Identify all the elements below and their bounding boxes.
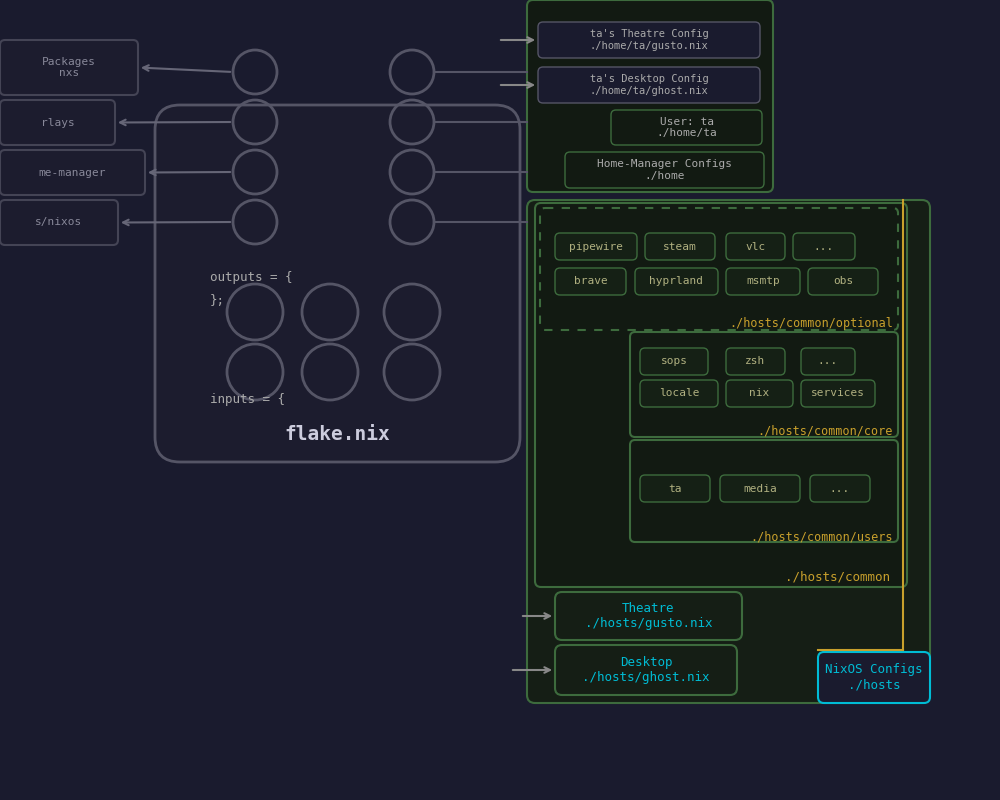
Text: pipewire: pipewire <box>569 242 623 251</box>
FancyBboxPatch shape <box>640 475 710 502</box>
FancyBboxPatch shape <box>555 592 742 640</box>
Text: sops: sops <box>660 357 688 366</box>
FancyBboxPatch shape <box>801 348 855 375</box>
FancyBboxPatch shape <box>555 268 626 295</box>
FancyBboxPatch shape <box>0 40 138 95</box>
FancyBboxPatch shape <box>535 203 907 587</box>
FancyBboxPatch shape <box>611 110 762 145</box>
FancyBboxPatch shape <box>630 332 898 437</box>
FancyBboxPatch shape <box>155 105 520 462</box>
FancyBboxPatch shape <box>0 100 115 145</box>
Text: ./hosts/common/users: ./hosts/common/users <box>750 530 893 543</box>
Text: ./hosts/common/core: ./hosts/common/core <box>758 424 893 437</box>
Text: locale: locale <box>659 389 699 398</box>
Text: User: ta
./home/ta: User: ta ./home/ta <box>656 117 717 138</box>
FancyBboxPatch shape <box>538 67 760 103</box>
Text: me-manager: me-manager <box>39 167 106 178</box>
Text: ...: ... <box>814 242 834 251</box>
Text: ./hosts/common/optional: ./hosts/common/optional <box>729 317 893 330</box>
FancyBboxPatch shape <box>793 233 855 260</box>
Text: vlc: vlc <box>745 242 766 251</box>
FancyBboxPatch shape <box>726 348 785 375</box>
FancyBboxPatch shape <box>540 208 898 330</box>
FancyBboxPatch shape <box>538 22 760 58</box>
Text: brave: brave <box>574 277 607 286</box>
Text: ta's Theatre Config
./home/ta/gusto.nix: ta's Theatre Config ./home/ta/gusto.nix <box>590 30 708 50</box>
Text: s/nixos: s/nixos <box>35 218 83 227</box>
Text: ...: ... <box>818 357 838 366</box>
Text: Packages
nxs: Packages nxs <box>42 57 96 78</box>
FancyBboxPatch shape <box>720 475 800 502</box>
FancyBboxPatch shape <box>818 652 930 703</box>
FancyBboxPatch shape <box>635 268 718 295</box>
Text: ./hosts/common: ./hosts/common <box>785 570 890 583</box>
Text: outputs = {: outputs = { <box>210 270 292 283</box>
FancyBboxPatch shape <box>640 348 708 375</box>
FancyBboxPatch shape <box>565 152 764 188</box>
FancyBboxPatch shape <box>640 380 718 407</box>
FancyBboxPatch shape <box>726 380 793 407</box>
FancyBboxPatch shape <box>555 233 637 260</box>
FancyBboxPatch shape <box>0 150 145 195</box>
Text: Home-Manager Configs
./home: Home-Manager Configs ./home <box>597 159 732 181</box>
Text: steam: steam <box>663 242 697 251</box>
Text: obs: obs <box>833 277 853 286</box>
Text: };: }; <box>210 294 225 306</box>
Text: msmtp: msmtp <box>746 277 780 286</box>
Text: Desktop
./hosts/ghost.nix: Desktop ./hosts/ghost.nix <box>582 656 710 684</box>
Text: media: media <box>743 483 777 494</box>
FancyBboxPatch shape <box>810 475 870 502</box>
FancyBboxPatch shape <box>726 233 785 260</box>
Text: ta: ta <box>668 483 682 494</box>
Text: flake.nix: flake.nix <box>285 425 390 443</box>
Text: inputs = {: inputs = { <box>210 394 285 406</box>
Text: NixOS Configs
./hosts: NixOS Configs ./hosts <box>825 663 923 691</box>
Text: ...: ... <box>830 483 850 494</box>
Text: ta's Desktop Config
./home/ta/ghost.nix: ta's Desktop Config ./home/ta/ghost.nix <box>590 74 708 96</box>
Text: Theatre
./hosts/gusto.nix: Theatre ./hosts/gusto.nix <box>585 602 712 630</box>
FancyBboxPatch shape <box>630 440 898 542</box>
FancyBboxPatch shape <box>801 380 875 407</box>
FancyBboxPatch shape <box>0 200 118 245</box>
FancyBboxPatch shape <box>527 200 930 703</box>
FancyBboxPatch shape <box>808 268 878 295</box>
FancyBboxPatch shape <box>555 645 737 695</box>
Text: nix: nix <box>749 389 770 398</box>
Text: zsh: zsh <box>745 357 766 366</box>
Text: hyprland: hyprland <box>650 277 704 286</box>
Text: rlays: rlays <box>41 118 74 127</box>
FancyBboxPatch shape <box>726 268 800 295</box>
FancyBboxPatch shape <box>527 0 773 192</box>
FancyBboxPatch shape <box>645 233 715 260</box>
Text: services: services <box>811 389 865 398</box>
